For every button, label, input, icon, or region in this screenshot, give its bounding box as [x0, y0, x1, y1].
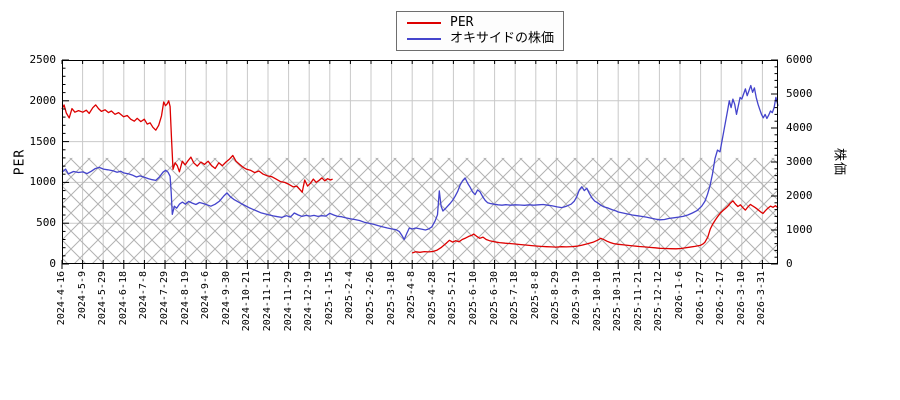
per-series-line	[61, 100, 333, 193]
x-axis-tick-label: 2025-3-18	[385, 271, 397, 326]
x-axis-tick-label: 2024-9-30	[220, 271, 232, 326]
per-band-hatch	[62, 157, 778, 264]
x-axis-tick-label: 2024-7-29	[159, 271, 170, 326]
x-axis-tick-label: 2025-4-8	[406, 271, 418, 320]
x-axis-tick-label: 2025-6-30	[488, 271, 500, 326]
x-axis-tick-label: 2025-2-26	[365, 271, 376, 326]
legend-label-per: PER	[450, 15, 474, 30]
y-axis-tick-label: 1500	[29, 134, 57, 148]
x-axis-tick-label: 2025-2-4	[344, 271, 356, 320]
x-axis-tick-label: 2025-4-28	[426, 271, 438, 326]
x-axis-tick-label: 2024-11-29	[282, 271, 294, 332]
x-axis-tick-label: 2025-9-19	[571, 271, 582, 326]
legend-item-stock: オキサイドの株価	[407, 31, 555, 47]
stock-line-swatch	[407, 38, 441, 40]
x-axis-tick-label: 2024-8-19	[179, 271, 191, 326]
y-axis-tick-label: 6000	[786, 53, 813, 66]
per-line-swatch	[407, 22, 441, 24]
x-axis-tick-label: 2025-12-12	[653, 271, 665, 332]
x-axis-tick-label: 2025-5-21	[447, 271, 459, 326]
x-axis-tick-label: 2025-10-31	[612, 271, 624, 332]
x-axis-tick-label: 2025-8-29	[550, 271, 562, 326]
y-axis-tick-label: 4000	[786, 121, 813, 134]
x-axis-tick-label: 2026-1-6	[674, 271, 685, 320]
y-axis-tick-label: 2000	[786, 189, 813, 202]
x-axis-tick-label: 2024-4-16	[56, 271, 67, 326]
x-axis-tick-label: 2024-7-8	[138, 271, 150, 320]
y-axis-tick-label: 1000	[29, 175, 57, 189]
x-axis-tick-label: 2025-10-10	[591, 271, 603, 332]
per-series-line	[411, 200, 779, 254]
y-axis-tick-label: 5000	[786, 87, 813, 100]
legend-label-stock: オキサイドの株価	[450, 31, 555, 46]
x-axis-tick-label: 2024-5-29	[97, 271, 109, 326]
x-axis-tick-label: 2026-2-17	[715, 271, 727, 326]
x-axis-tick-label: 2024-10-21	[241, 271, 253, 332]
x-axis-tick-label: 2025-11-21	[632, 271, 644, 332]
y-axis-tick-label: 0	[786, 257, 793, 270]
plot-area	[61, 59, 779, 269]
y-axis-tick-label: 0	[49, 257, 56, 270]
y-axis-tick-label: 500	[36, 216, 56, 230]
y-axis-tick-label: 1000	[786, 223, 813, 236]
stock-series-line	[61, 84, 779, 241]
y-axis-tick-label: 2500	[29, 53, 57, 66]
axis-ticks	[61, 59, 778, 269]
x-axis-tick-label: 2024-11-11	[262, 271, 273, 332]
x-axis-tick-label: 2025-8-8	[529, 271, 541, 320]
x-axis-tick-label: 2024-5-9	[76, 271, 88, 320]
legend-item-per: PER	[407, 15, 553, 31]
left-axis-title: PER	[12, 148, 28, 176]
y-axis-tick-label: 2000	[29, 93, 57, 107]
x-axis-tick-label: 2025-6-10	[468, 271, 479, 326]
x-axis-tick-label: 2025-7-18	[509, 271, 521, 326]
x-axis-tick-label: 2026-1-27	[694, 271, 706, 326]
legend: PER オキサイドの株価	[396, 11, 564, 51]
x-axis-tick-label: 2026-3-10	[735, 271, 747, 326]
x-axis-tick-label: 2024-6-18	[117, 271, 129, 326]
x-axis-tick-label: 2026-3-31	[756, 271, 768, 326]
y-axis-tick-label: 3000	[786, 155, 813, 168]
right-axis-title: 株価	[831, 147, 847, 177]
x-axis-tick-label: 2024-9-6	[200, 271, 212, 320]
x-axis-tick-label: 2025-1-15	[323, 271, 335, 326]
x-axis-tick-label: 2024-12-19	[303, 271, 315, 332]
